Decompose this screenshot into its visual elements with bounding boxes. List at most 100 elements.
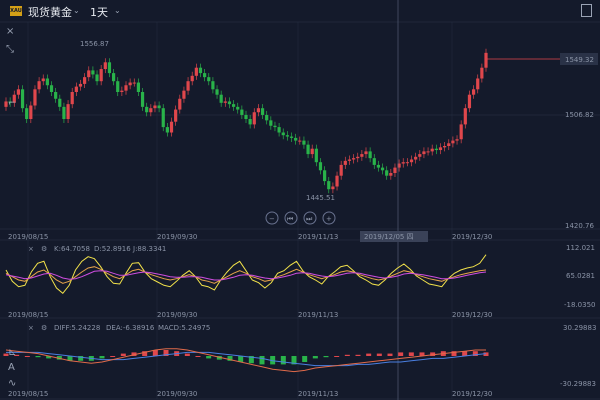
side-tool-icon[interactable]: ⌐ <box>8 98 16 109</box>
kdj-x-label: 2019/12/30 <box>452 311 492 319</box>
candle-body <box>397 163 401 168</box>
macd-dea-label: DEA:-6.38916 <box>106 324 155 332</box>
scroll-right-button[interactable] <box>303 211 317 225</box>
macd-dea-line <box>6 351 487 367</box>
candle-body <box>351 158 356 160</box>
candle-body <box>111 73 116 82</box>
candle-body <box>289 136 294 138</box>
macd-bar <box>472 351 478 356</box>
candle-body <box>314 148 318 163</box>
candle-body <box>480 67 484 79</box>
candle-body <box>389 173 393 176</box>
candle-body <box>165 127 169 133</box>
macd-bar <box>312 356 318 359</box>
fullscreen-icon[interactable] <box>581 4 592 17</box>
candle-body <box>37 81 41 90</box>
price-low-label: 1445.51 <box>306 194 335 202</box>
macd-legend: × ⚙ DIFF:5.24228 DEA:-6.38916 MACD:5.249… <box>28 324 210 332</box>
candle-body <box>25 108 29 119</box>
draw-tool-icon[interactable]: A <box>8 362 15 373</box>
candle-body <box>302 140 306 145</box>
zoom-out-button[interactable] <box>265 211 279 225</box>
candle-body <box>281 132 285 136</box>
settings-icon[interactable]: ⚙ <box>41 245 47 253</box>
macd-bar <box>142 351 148 356</box>
scroll-right-icon: ⏭ <box>306 215 313 223</box>
candle-body <box>45 78 49 86</box>
macd-bar <box>216 356 222 360</box>
macd-bar <box>163 350 169 356</box>
macd-bar <box>419 352 425 356</box>
candle-body <box>236 106 240 110</box>
candle-body <box>471 89 476 95</box>
macd-bar <box>270 356 276 365</box>
candle-body <box>178 98 182 110</box>
candle-body <box>306 144 310 155</box>
candle-body <box>447 143 451 146</box>
candle-body <box>240 109 244 115</box>
macd-bar <box>195 356 201 357</box>
kdj-j-line <box>5 254 487 295</box>
candle-body <box>145 106 149 113</box>
macd-bar <box>334 356 340 357</box>
macd-bar <box>291 356 297 365</box>
candle-body <box>484 52 488 68</box>
macd-bar <box>3 353 9 356</box>
right-label: 1420.76 <box>565 222 594 230</box>
macd-bar <box>451 351 457 356</box>
timeframe-selector[interactable]: 1天 <box>90 6 108 19</box>
close-icon[interactable]: × <box>28 324 34 332</box>
macd-bar <box>280 356 286 365</box>
candle-body <box>124 85 128 91</box>
kdj-k-label: K:64.7058 <box>54 245 90 253</box>
macd-bar <box>46 356 52 359</box>
candle-body <box>426 151 430 153</box>
candle-body <box>70 92 74 105</box>
candle-body <box>203 73 207 78</box>
chevron-down-icon[interactable]: ⌄ <box>114 6 121 15</box>
macd-x-label: 2019/11/13 <box>298 390 338 398</box>
candle-body <box>190 75 194 82</box>
x-tick-label: 2019/11/13 <box>298 233 338 241</box>
macd-bar <box>227 356 233 361</box>
chevron-down-icon[interactable]: ⌄ <box>73 6 80 15</box>
macd-bar <box>248 356 254 364</box>
zoom-in-button[interactable] <box>322 211 336 225</box>
macd-bar <box>67 356 73 361</box>
candle-body <box>347 159 352 161</box>
symbol-name[interactable]: 现货黄金 <box>28 6 72 19</box>
candle-body <box>149 108 153 113</box>
candle-body <box>476 78 480 90</box>
wave-tool-icon[interactable]: ∿ <box>8 378 16 389</box>
candle-body <box>174 109 178 122</box>
macd-bar <box>24 356 30 357</box>
scroll-left-button[interactable] <box>284 211 298 225</box>
candle-body <box>140 92 145 107</box>
candle-body <box>463 108 467 125</box>
candle-body <box>285 135 289 137</box>
candle-body <box>136 82 141 92</box>
candle-body <box>116 81 120 92</box>
macd-bar <box>462 351 468 356</box>
resize-icon[interactable]: ⤡ <box>6 44 14 55</box>
zoom-controls: − ⏮ ⏭ + <box>265 211 336 225</box>
settings-icon[interactable]: ⚙ <box>41 324 47 332</box>
candle-body <box>227 101 232 105</box>
candle-body <box>380 167 385 171</box>
close-icon[interactable]: × <box>6 26 15 37</box>
candle-body <box>198 67 203 74</box>
kdj-x-label: 2019/11/13 <box>298 311 338 319</box>
candle-body <box>54 92 58 99</box>
candle-body <box>467 94 472 109</box>
kdj-y-label: 65.0281 <box>566 272 595 280</box>
candle-body <box>418 154 422 157</box>
close-icon[interactable]: × <box>28 245 34 253</box>
candle-body <box>323 170 327 182</box>
candle-body <box>83 77 87 84</box>
candle-body <box>405 162 409 164</box>
symbol-badge: XAU <box>10 6 22 16</box>
candle-body <box>256 108 261 113</box>
candle-body <box>434 148 438 151</box>
measure-icon[interactable]: ⊾ <box>8 347 16 358</box>
